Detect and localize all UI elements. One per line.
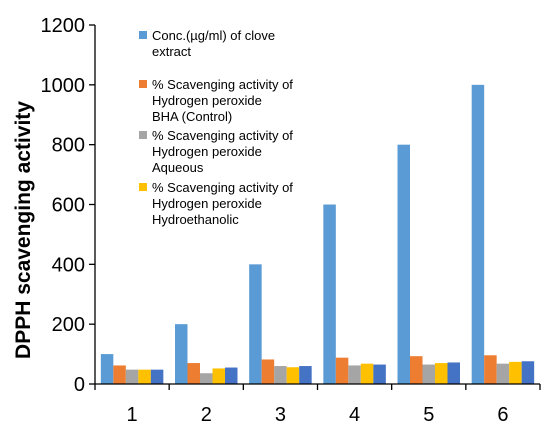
x-tick-label: 4 (349, 404, 360, 426)
y-tick-label: 200 (52, 314, 85, 336)
y-tick-label: 800 (52, 135, 85, 157)
legend-entry-text: % Scavenging activity of (152, 77, 293, 92)
legend-swatch (139, 183, 147, 191)
bar (261, 359, 275, 384)
x-tick-label: 5 (423, 404, 434, 426)
x-tick-label: 2 (201, 404, 212, 426)
legend-entry-text: Hydrogen peroxide (152, 196, 262, 211)
bar (360, 363, 374, 384)
bar (447, 362, 460, 384)
bar (175, 324, 188, 384)
legend-entry-text: BHA (Control) (152, 109, 232, 124)
bar (348, 365, 361, 384)
bar (212, 368, 225, 384)
legend-swatch (139, 131, 147, 139)
y-tick-label: 0 (74, 374, 85, 396)
bar (274, 366, 287, 384)
bar (125, 369, 139, 384)
bar (138, 369, 151, 384)
legend-entry-text: Hydroethanolic (152, 212, 239, 227)
legend-entry-text: Hydrogen peroxide (152, 93, 262, 108)
y-axis-ticks: 0 200 400 600 800 1000 1200 (41, 15, 95, 396)
bar (422, 364, 435, 384)
legend-swatch (139, 31, 147, 39)
legend-entry-text: % Scavenging activity of (152, 180, 293, 195)
bar (299, 366, 312, 384)
bar (286, 367, 300, 384)
y-tick-label: 600 (52, 195, 85, 217)
bar (496, 363, 510, 384)
y-tick-label: 400 (52, 254, 85, 276)
bar (187, 363, 200, 384)
bar (200, 373, 213, 384)
y-axis-label: DPPH scavenging activity (12, 101, 35, 359)
bar (435, 363, 448, 384)
bar (397, 144, 410, 384)
bar (150, 369, 164, 384)
bar (373, 364, 386, 384)
bar (509, 361, 522, 384)
x-axis-ticks: 1 2 3 4 5 6 (94, 384, 541, 426)
bar (113, 365, 126, 384)
x-tick-label: 1 (127, 404, 138, 426)
legend-entry-text: Aqueous (152, 160, 204, 175)
bar (323, 204, 336, 384)
y-tick-label: 1200 (41, 15, 86, 37)
y-tick-label: 1000 (41, 75, 86, 97)
bar-group (100, 84, 535, 384)
bar (225, 367, 238, 384)
bar (335, 357, 349, 384)
legend-swatch (139, 80, 147, 88)
legend-entry-text: Conc.(µg/ml) of clove (152, 28, 275, 43)
bar (521, 361, 535, 384)
legend-entry-text: extract (152, 44, 191, 59)
bar (471, 84, 485, 384)
legend-entry-text: % Scavenging activity of (152, 128, 293, 143)
x-tick-label: 3 (275, 404, 286, 426)
bar (484, 355, 497, 384)
legend-entry-text: Hydrogen peroxide (152, 144, 262, 159)
x-tick-label: 6 (497, 404, 508, 426)
bar (249, 264, 262, 384)
bar (410, 356, 423, 384)
bar (100, 354, 114, 384)
